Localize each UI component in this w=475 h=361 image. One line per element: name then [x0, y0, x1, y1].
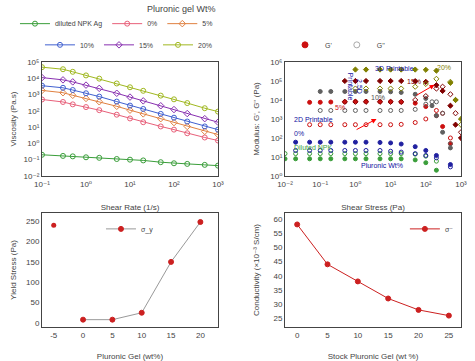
- svg-text:0: 0: [35, 319, 40, 328]
- svg-text:0: 0: [295, 331, 300, 340]
- svg-text:10⁴: 10⁴: [27, 74, 40, 83]
- svg-text:Modulus: G', G'' (Pa): Modulus: G', G'' (Pa): [252, 82, 261, 156]
- svg-text:50: 50: [30, 298, 39, 307]
- svg-text:0: 0: [81, 331, 86, 340]
- svg-text:Pluronic gel Wt%: Pluronic gel Wt%: [147, 4, 216, 14]
- svg-text:2D Printable: 2D Printable: [294, 116, 333, 123]
- svg-text:10⁶: 10⁶: [270, 58, 282, 67]
- svg-text:50: 50: [274, 243, 283, 252]
- svg-text:200: 200: [26, 237, 40, 246]
- svg-text:10⁻¹: 10⁻¹: [24, 155, 40, 164]
- svg-text:15: 15: [384, 331, 393, 340]
- svg-text:10²: 10²: [28, 107, 40, 116]
- svg-text:15: 15: [167, 331, 176, 340]
- svg-text:5: 5: [325, 331, 330, 340]
- svg-text:10⁻²: 10⁻²: [24, 172, 40, 181]
- svg-text:20%: 20%: [437, 64, 451, 71]
- svg-text:10³: 10³: [271, 115, 283, 124]
- svg-text:σ_y: σ_y: [141, 226, 153, 234]
- svg-text:100: 100: [26, 278, 40, 287]
- svg-text:10¹: 10¹: [124, 180, 136, 189]
- svg-text:2.5DPrintable: 2.5DPrintable: [347, 73, 363, 101]
- svg-text:10²: 10²: [271, 134, 283, 143]
- svg-text:10⁻²: 10⁻²: [277, 180, 293, 189]
- svg-text:5%: 5%: [202, 20, 212, 27]
- svg-text:20%: 20%: [198, 42, 212, 49]
- svg-text:diluted NPK Ag: diluted NPK Ag: [55, 20, 102, 28]
- svg-text:55: 55: [274, 229, 283, 238]
- svg-text:10: 10: [353, 331, 362, 340]
- svg-text:10³: 10³: [212, 180, 224, 189]
- svg-text:30: 30: [274, 300, 283, 309]
- svg-text:10¹: 10¹: [385, 180, 397, 189]
- svg-text:60: 60: [274, 215, 283, 224]
- svg-text:10⁴: 10⁴: [270, 96, 283, 105]
- svg-text:10⁰: 10⁰: [80, 180, 92, 189]
- svg-text:10⁰: 10⁰: [270, 172, 282, 181]
- svg-text:250: 250: [26, 217, 40, 226]
- svg-text:45: 45: [274, 257, 283, 266]
- svg-text:40: 40: [274, 272, 283, 281]
- svg-text:20: 20: [414, 331, 423, 340]
- svg-text:Stock Pluronic Gel (wt %): Stock Pluronic Gel (wt %): [328, 352, 419, 361]
- svg-text:10%: 10%: [80, 42, 94, 49]
- svg-text:25: 25: [274, 314, 283, 323]
- svg-text:Viscosity (Pa.s): Viscosity (Pa.s): [9, 91, 18, 146]
- svg-text:35: 35: [274, 286, 283, 295]
- svg-text:10¹: 10¹: [271, 153, 283, 162]
- svg-text:Yield Stress (Pa): Yield Stress (Pa): [9, 240, 18, 300]
- svg-text:10⁵: 10⁵: [27, 58, 39, 67]
- svg-text:150: 150: [26, 258, 40, 267]
- svg-text:15%: 15%: [139, 42, 153, 49]
- svg-text:G': G': [325, 42, 332, 49]
- svg-text:-5: -5: [50, 331, 58, 340]
- svg-text:Conductivity (×10⁻³ S/cm): Conductivity (×10⁻³ S/cm): [252, 224, 261, 316]
- svg-text:10⁻¹: 10⁻¹: [34, 180, 50, 189]
- svg-text:10³: 10³: [455, 180, 467, 189]
- svg-text:10¹: 10¹: [28, 123, 40, 132]
- svg-text:Pluronic Wt%: Pluronic Wt%: [361, 162, 403, 169]
- svg-text:10²: 10²: [420, 180, 432, 189]
- svg-text:25: 25: [444, 331, 453, 340]
- svg-text:G'': G'': [377, 42, 385, 49]
- svg-text:10⁰: 10⁰: [27, 139, 39, 148]
- svg-text:10³: 10³: [28, 90, 40, 99]
- svg-text:3D Printable: 3D Printable: [375, 65, 414, 72]
- svg-text:Diluted NPK: Diluted NPK: [294, 144, 332, 151]
- svg-text:5%: 5%: [335, 104, 345, 111]
- svg-text:0%: 0%: [147, 20, 157, 27]
- svg-text:0%: 0%: [294, 130, 304, 137]
- svg-text:10²: 10²: [168, 180, 180, 189]
- svg-text:Pluronic Gel (wt%): Pluronic Gel (wt%): [97, 352, 164, 361]
- svg-text:10%: 10%: [371, 94, 385, 101]
- svg-text:10: 10: [137, 331, 146, 340]
- svg-text:σ⁻: σ⁻: [445, 226, 453, 233]
- svg-text:10⁻¹: 10⁻¹: [312, 180, 328, 189]
- svg-text:10⁵: 10⁵: [270, 77, 282, 86]
- svg-text:15%: 15%: [407, 78, 421, 85]
- svg-text:Shear Stress (Pa): Shear Stress (Pa): [341, 203, 405, 212]
- svg-text:5: 5: [110, 331, 115, 340]
- svg-text:20: 20: [196, 331, 205, 340]
- svg-text:Shear Rate (1/s): Shear Rate (1/s): [101, 203, 160, 212]
- svg-text:10⁰: 10⁰: [349, 180, 361, 189]
